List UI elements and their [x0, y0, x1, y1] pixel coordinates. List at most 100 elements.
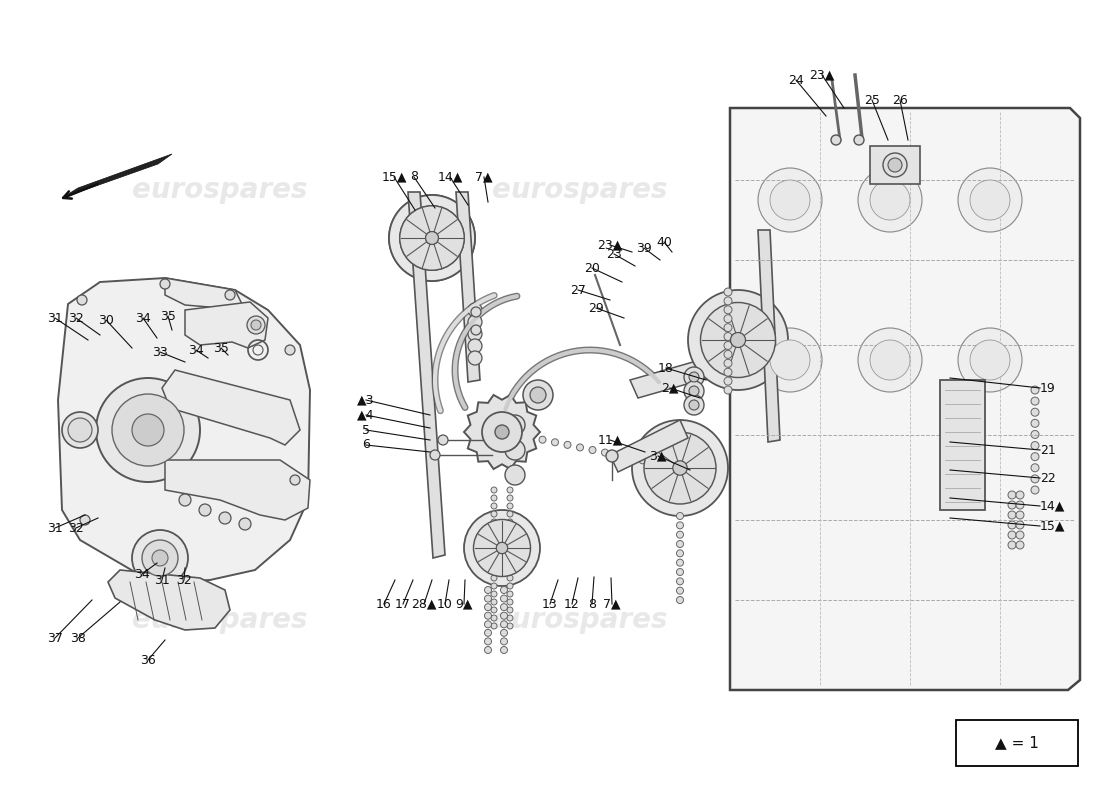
- Circle shape: [468, 327, 482, 341]
- Circle shape: [1008, 531, 1016, 539]
- Polygon shape: [165, 278, 245, 310]
- Circle shape: [389, 195, 475, 281]
- Circle shape: [1016, 521, 1024, 529]
- Text: 7▲: 7▲: [475, 170, 493, 183]
- Circle shape: [285, 345, 295, 355]
- Text: eurospares: eurospares: [752, 606, 927, 634]
- Circle shape: [484, 621, 492, 628]
- Polygon shape: [415, 216, 455, 255]
- Circle shape: [870, 340, 910, 380]
- Circle shape: [1016, 501, 1024, 509]
- Circle shape: [724, 368, 732, 376]
- Circle shape: [676, 522, 683, 529]
- Text: 11▲: 11▲: [597, 434, 623, 446]
- Text: 14▲: 14▲: [1040, 499, 1066, 513]
- Circle shape: [1031, 386, 1040, 394]
- Circle shape: [507, 599, 513, 605]
- Circle shape: [152, 550, 168, 566]
- Circle shape: [507, 495, 513, 501]
- Text: 32: 32: [176, 574, 191, 586]
- Text: 20: 20: [584, 262, 600, 274]
- Text: 24: 24: [788, 74, 804, 86]
- Circle shape: [491, 511, 497, 517]
- Polygon shape: [165, 460, 310, 520]
- Circle shape: [507, 615, 513, 621]
- Circle shape: [507, 511, 513, 517]
- Text: 34: 34: [134, 567, 150, 581]
- Circle shape: [491, 543, 497, 549]
- Circle shape: [830, 135, 842, 145]
- Text: 38: 38: [70, 631, 86, 645]
- Circle shape: [507, 567, 513, 573]
- Circle shape: [684, 367, 704, 387]
- Text: 37: 37: [47, 631, 63, 645]
- Circle shape: [507, 575, 513, 581]
- Text: 31: 31: [154, 574, 169, 586]
- Circle shape: [491, 599, 497, 605]
- Circle shape: [507, 623, 513, 629]
- Circle shape: [684, 381, 704, 401]
- Circle shape: [491, 591, 497, 597]
- Circle shape: [724, 324, 732, 332]
- Text: 40: 40: [656, 235, 672, 249]
- Circle shape: [500, 604, 507, 610]
- Circle shape: [468, 315, 482, 329]
- Circle shape: [507, 535, 513, 541]
- Circle shape: [676, 465, 683, 471]
- Circle shape: [68, 418, 92, 442]
- Circle shape: [970, 180, 1010, 220]
- Text: 13: 13: [542, 598, 558, 610]
- Polygon shape: [108, 570, 230, 630]
- Circle shape: [770, 340, 810, 380]
- Circle shape: [724, 377, 732, 385]
- Polygon shape: [58, 278, 310, 582]
- Circle shape: [500, 586, 507, 594]
- Circle shape: [673, 461, 688, 475]
- Circle shape: [1008, 491, 1016, 499]
- Circle shape: [958, 328, 1022, 392]
- Polygon shape: [610, 420, 688, 472]
- Circle shape: [491, 583, 497, 589]
- Circle shape: [389, 195, 475, 281]
- Circle shape: [132, 414, 164, 446]
- Circle shape: [530, 387, 546, 403]
- Circle shape: [496, 542, 508, 554]
- Circle shape: [491, 487, 497, 493]
- Text: eurospares: eurospares: [493, 606, 668, 634]
- Text: 23▲: 23▲: [810, 69, 835, 82]
- Text: 6: 6: [362, 438, 370, 451]
- Circle shape: [644, 432, 716, 504]
- Circle shape: [758, 328, 822, 392]
- Circle shape: [724, 359, 732, 367]
- Text: 23▲: 23▲: [597, 238, 623, 251]
- Circle shape: [484, 595, 492, 602]
- Circle shape: [724, 297, 732, 305]
- Circle shape: [870, 180, 910, 220]
- Text: 9▲: 9▲: [455, 598, 473, 610]
- Text: 12: 12: [564, 598, 580, 610]
- Circle shape: [1016, 511, 1024, 519]
- Text: 7▲: 7▲: [603, 598, 620, 610]
- Circle shape: [507, 527, 513, 533]
- Circle shape: [606, 450, 618, 462]
- Text: 22: 22: [1040, 471, 1056, 485]
- Circle shape: [500, 621, 507, 628]
- Text: 8: 8: [410, 170, 418, 183]
- Polygon shape: [162, 370, 300, 445]
- Text: 3▲: 3▲: [649, 450, 667, 462]
- Text: 29: 29: [588, 302, 604, 314]
- Polygon shape: [456, 192, 480, 382]
- Circle shape: [676, 569, 683, 575]
- Text: 19: 19: [1040, 382, 1056, 394]
- Polygon shape: [730, 108, 1080, 690]
- Circle shape: [484, 612, 492, 619]
- Circle shape: [473, 519, 530, 577]
- Circle shape: [500, 595, 507, 602]
- Text: 31: 31: [47, 311, 63, 325]
- Text: 5: 5: [362, 423, 370, 437]
- Text: 10: 10: [437, 598, 453, 610]
- Circle shape: [199, 504, 211, 516]
- Circle shape: [724, 342, 732, 350]
- Circle shape: [505, 415, 525, 435]
- Text: 14▲: 14▲: [438, 170, 463, 183]
